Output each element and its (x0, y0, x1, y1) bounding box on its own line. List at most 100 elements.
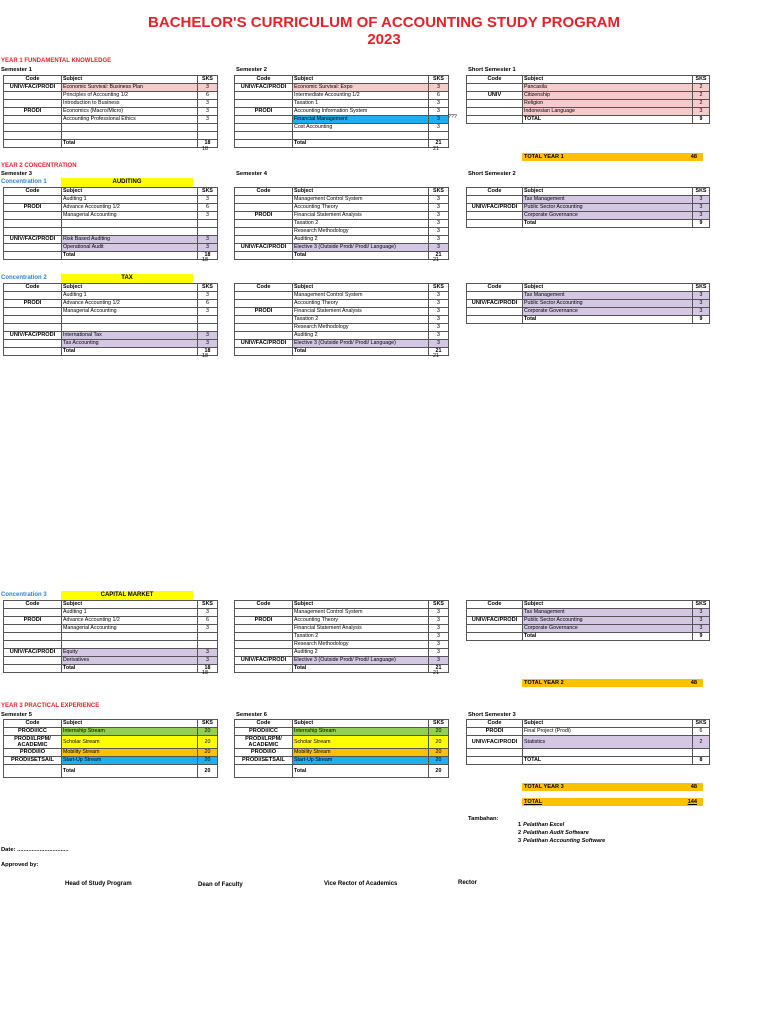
sks-cell: 18 (197, 346, 218, 356)
subject-cell: Accounting Professional Ethics (61, 115, 198, 124)
sks-cell (197, 130, 218, 140)
sks-cell: 21 (428, 664, 449, 673)
subject-cell (61, 123, 198, 132)
code-cell (234, 640, 293, 649)
sks-cell (197, 219, 218, 228)
subject-cell: Taxation 2 (292, 219, 429, 228)
concentration-label: Concentration 2 (1, 275, 47, 281)
subject-cell: Auditing 2 (292, 648, 429, 657)
table-row: UNIV/FAC/PRODI Economic Survival: Busines… (3, 83, 218, 92)
sks-cell: 18 (197, 250, 218, 260)
note-item: 1 Pelatihan Excel (518, 822, 564, 828)
table-row: Accounting Professional Ethics 3 (3, 115, 218, 124)
year2-heading: YEAR 2 CONCENTRATION (1, 163, 77, 169)
sks-header: SKS (692, 75, 710, 84)
code-cell: PRODI (3, 616, 62, 625)
subject-cell: Subject (61, 187, 198, 196)
page-title: BACHELOR'S CURRICULUM OF ACCOUNTING STUD… (148, 14, 620, 31)
code-cell: UNIV/FAC/PRODI (3, 330, 62, 340)
table-row: PRODI Advance Accounting 1/2 6 (3, 299, 218, 308)
table-row (3, 130, 218, 140)
subject-cell: Subject (61, 600, 198, 609)
subject-cell: Management Control System (292, 195, 429, 204)
table-row: PRODI/SETSAIL Start-Up Stream 20 (3, 756, 218, 765)
subject-cell: Accounting Information System (292, 107, 429, 116)
sks-cell: 3 (692, 211, 710, 220)
subject-cell: Total (61, 663, 198, 673)
sks-header: SKS (428, 75, 449, 84)
subject-cell: Total (61, 250, 198, 260)
code-cell (3, 346, 62, 356)
total-year1-label: TOTAL YEAR 1 (524, 154, 564, 160)
code-cell (466, 195, 523, 204)
subject-cell: International Tax (61, 330, 198, 340)
code-cell: Code (3, 283, 62, 292)
code-cell (234, 203, 293, 212)
subject-cell: Accounting Theory (292, 203, 429, 212)
sks-cell (197, 632, 218, 641)
code-cell: PRODI/ICC (3, 727, 62, 736)
table-header-row: Code Subject SKS (466, 719, 710, 728)
sks-cell: 6 (197, 91, 218, 100)
table-header-row: Code Subject SKS (234, 75, 449, 84)
subject-cell: Total (522, 632, 693, 641)
sem4-label: Semester 4 (236, 171, 267, 177)
code-cell (234, 648, 293, 657)
table-row: PRODI Accounting Information System 3 (234, 107, 449, 116)
code-cell: PRODI/SETSAIL (234, 756, 293, 765)
code-cell (466, 307, 523, 316)
sks-cell: 20 (197, 764, 218, 778)
code-cell: PRODI (234, 307, 293, 316)
subject-cell: Scholar Stream (61, 735, 198, 749)
code-cell (3, 91, 62, 100)
code-cell (234, 138, 293, 148)
grand-total-value: 144 (687, 799, 697, 805)
subject-cell: Managerial Accounting (61, 307, 198, 316)
code-cell (466, 83, 523, 92)
table-header-row: Code Subject SKS (234, 600, 449, 609)
code-cell (234, 251, 293, 260)
table-header-row: Code Subject SKS (3, 75, 218, 84)
table-row: Managerial Accounting 3 (3, 307, 218, 316)
table-total-row: Total 18 (3, 346, 218, 356)
sem3-table: Code Subject SKS Auditing 1 3 PRODI Advance Ac… (3, 283, 218, 356)
table-total-row: Total 21 (234, 347, 449, 356)
table-row: Pancasila 2 (466, 83, 710, 92)
subject-cell: Corporate Governance (522, 211, 693, 220)
table-row (3, 123, 218, 132)
page-year: 2023 (367, 31, 401, 48)
subject-cell: Total (292, 138, 429, 148)
sem1-table: Code Subject SKS UNIV/FAC/PRODI Economic Sur… (3, 75, 218, 148)
sks-cell: 21 (428, 251, 449, 260)
sem3-below: 18 (202, 353, 208, 359)
sks-cell: SKS (428, 719, 449, 728)
subject-cell: Elective 3 (Outside Prodi/ Prodi/ Langua… (292, 243, 429, 252)
sks-cell: 3 (428, 299, 449, 308)
sks-cell: 3 (428, 315, 449, 324)
subject-cell: Mobility Stream (61, 748, 198, 757)
code-cell: PRODI (234, 616, 293, 625)
sks-cell: 3 (197, 99, 218, 108)
sks-cell (197, 322, 218, 332)
subject-cell: Elective 3 (Outside Prodi/ Prodi/ Langua… (292, 656, 429, 665)
subject-cell (61, 632, 198, 641)
subject-cell (61, 219, 198, 228)
subject-cell: Financial Statement Analysis (292, 211, 429, 220)
code-cell (3, 115, 62, 124)
code-cell: UNIV/FAC/PRODI (234, 339, 293, 348)
code-cell (3, 99, 62, 108)
code-cell (234, 115, 293, 124)
sks-cell: 6 (197, 299, 218, 308)
table-row: UNIV/FAC/PRODI Public Sector Accounting 3 (466, 203, 710, 212)
subject-cell: Accounting Theory (292, 299, 429, 308)
total-year3: TOTAL YEAR 3 48 (522, 783, 703, 791)
subject-cell: Subject (292, 283, 429, 292)
subject-cell: Economics (Macro/Micro) (61, 107, 198, 116)
table-total-row: Total 21 (234, 251, 449, 260)
sks-cell: 3 (197, 291, 218, 300)
subject-cell: Total (522, 219, 693, 228)
table-total-row: Total 18 (3, 138, 218, 148)
subject-cell: Financial Management (292, 115, 429, 124)
sem1-label: Semester 1 (1, 67, 32, 73)
code-cell (234, 235, 293, 244)
